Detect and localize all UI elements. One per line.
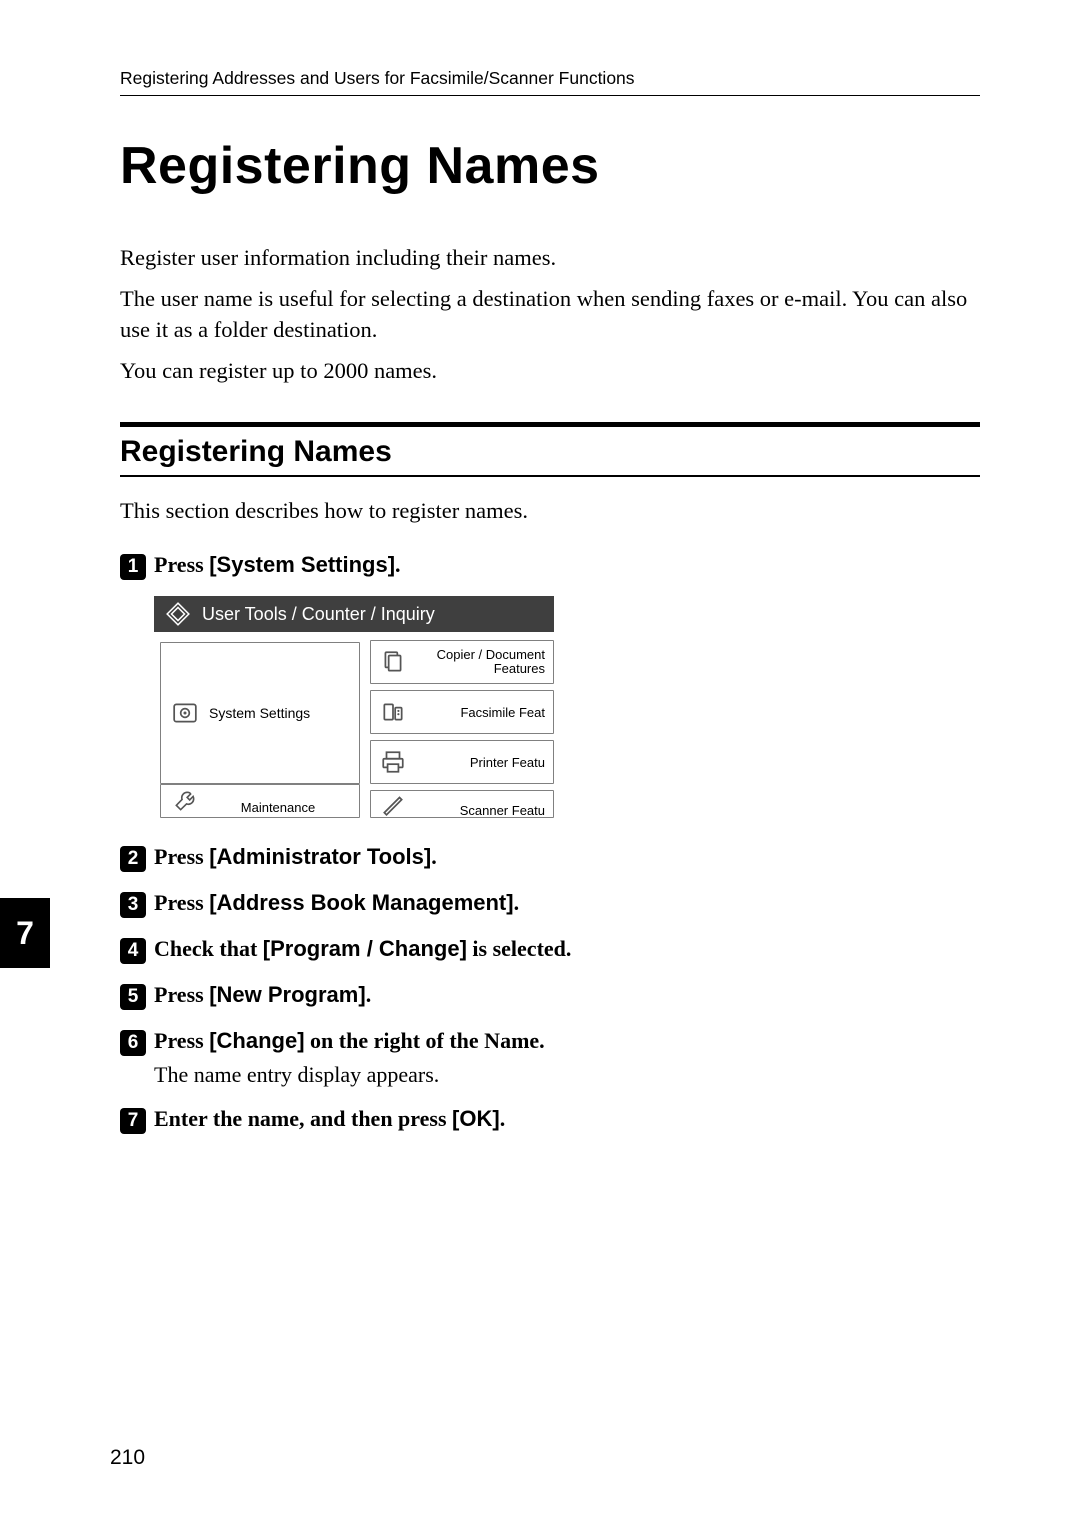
ui-label: [Program / Change] xyxy=(263,936,467,961)
step-text: Press [New Program]. xyxy=(154,982,371,1008)
step-number-badge: 1 xyxy=(120,554,146,580)
scanner-label: Scanner Featu xyxy=(415,803,545,818)
scanner-button[interactable]: Scanner Featu xyxy=(370,790,554,818)
step-text-post: is selected. xyxy=(467,936,571,961)
fax-icon xyxy=(379,698,407,726)
diamond-icon xyxy=(164,600,192,628)
printer-button[interactable]: Printer Featu xyxy=(370,740,554,784)
step-number-badge: 7 xyxy=(120,1108,146,1134)
step-text-post: . xyxy=(366,982,372,1007)
step-text: Press [Administrator Tools]. xyxy=(154,844,437,870)
step-text-post: . xyxy=(514,890,520,915)
system-settings-label: System Settings xyxy=(209,705,310,721)
chapter-tab: 7 xyxy=(0,898,50,968)
step-number-badge: 3 xyxy=(120,892,146,918)
step-text-post: on the right of the Name. xyxy=(305,1028,545,1053)
rule-thin xyxy=(120,475,980,477)
step-text-pre: Press xyxy=(154,844,209,869)
page-number: 210 xyxy=(110,1446,145,1470)
intro-paragraph: Register user information including thei… xyxy=(120,242,980,273)
ui-label: [OK] xyxy=(452,1106,500,1131)
running-head: Registering Addresses and Users for Facs… xyxy=(120,68,980,96)
step-text-pre: Enter the name, and then press xyxy=(154,1106,452,1131)
step-text-pre: Check that xyxy=(154,936,263,961)
copier-document-button[interactable]: Copier / Document Features xyxy=(370,640,554,684)
step-text-pre: Press xyxy=(154,552,209,577)
copier-icon xyxy=(379,648,407,676)
step: 5 Press [New Program]. xyxy=(120,982,980,1010)
step-text-post: . xyxy=(431,844,437,869)
step-text-pre: Press xyxy=(154,1028,209,1053)
step-text-pre: Press xyxy=(154,982,209,1007)
ui-label: [Change] xyxy=(209,1028,304,1053)
panel-titlebar: User Tools / Counter / Inquiry xyxy=(154,596,554,632)
section-lead: This section describes how to register n… xyxy=(120,495,980,526)
step-number-badge: 5 xyxy=(120,984,146,1010)
page-title: Registering Names xyxy=(120,136,980,196)
printer-label: Printer Featu xyxy=(415,755,545,770)
step-number-badge: 6 xyxy=(120,1030,146,1056)
facsimile-button[interactable]: Facsimile Feat xyxy=(370,690,554,734)
step-text-pre: Press xyxy=(154,890,209,915)
facsimile-label: Facsimile Feat xyxy=(415,705,545,720)
step-number-badge: 4 xyxy=(120,938,146,964)
panel-title: User Tools / Counter / Inquiry xyxy=(202,604,435,625)
step: 6 Press [Change] on the right of the Nam… xyxy=(120,1028,980,1088)
ui-label: [System Settings] xyxy=(209,552,395,577)
ui-label: [New Program] xyxy=(209,982,365,1007)
step-text: Enter the name, and then press [OK]. xyxy=(154,1106,505,1132)
step: 2 Press [Administrator Tools]. xyxy=(120,844,980,872)
step-number-badge: 2 xyxy=(120,846,146,872)
step-text-post: . xyxy=(500,1106,506,1131)
step: 1 Press [System Settings]. User Tools / … xyxy=(120,552,980,822)
intro-paragraph: You can register up to 2000 names. xyxy=(120,355,980,386)
step-subtext: The name entry display appears. xyxy=(154,1062,980,1088)
step: 3 Press [Address Book Management]. xyxy=(120,890,980,918)
user-tools-panel: User Tools / Counter / Inquiry System Se… xyxy=(154,596,554,822)
ui-label: [Address Book Management] xyxy=(209,890,513,915)
step: 7 Enter the name, and then press [OK]. xyxy=(120,1106,980,1134)
ui-label: [Administrator Tools] xyxy=(209,844,431,869)
maintenance-label: Maintenance xyxy=(207,800,349,815)
wrench-icon xyxy=(171,787,199,815)
step-text-post: . xyxy=(395,552,401,577)
step-text: Press [System Settings]. xyxy=(154,552,401,578)
gear-box-icon xyxy=(171,699,199,727)
step: 4 Check that [Program / Change] is selec… xyxy=(120,936,980,964)
maintenance-button[interactable]: Maintenance xyxy=(160,784,360,818)
step-text: Press [Address Book Management]. xyxy=(154,890,519,916)
section-heading: Registering Names xyxy=(120,427,980,475)
scanner-pen-icon xyxy=(379,790,407,818)
step-text: Press [Change] on the right of the Name. xyxy=(154,1028,545,1054)
system-settings-button[interactable]: System Settings xyxy=(160,642,360,784)
printer-icon xyxy=(379,748,407,776)
step-text: Check that [Program / Change] is selecte… xyxy=(154,936,571,962)
intro-paragraph: The user name is useful for selecting a … xyxy=(120,283,980,345)
copier-document-label: Copier / Document Features xyxy=(415,648,545,677)
